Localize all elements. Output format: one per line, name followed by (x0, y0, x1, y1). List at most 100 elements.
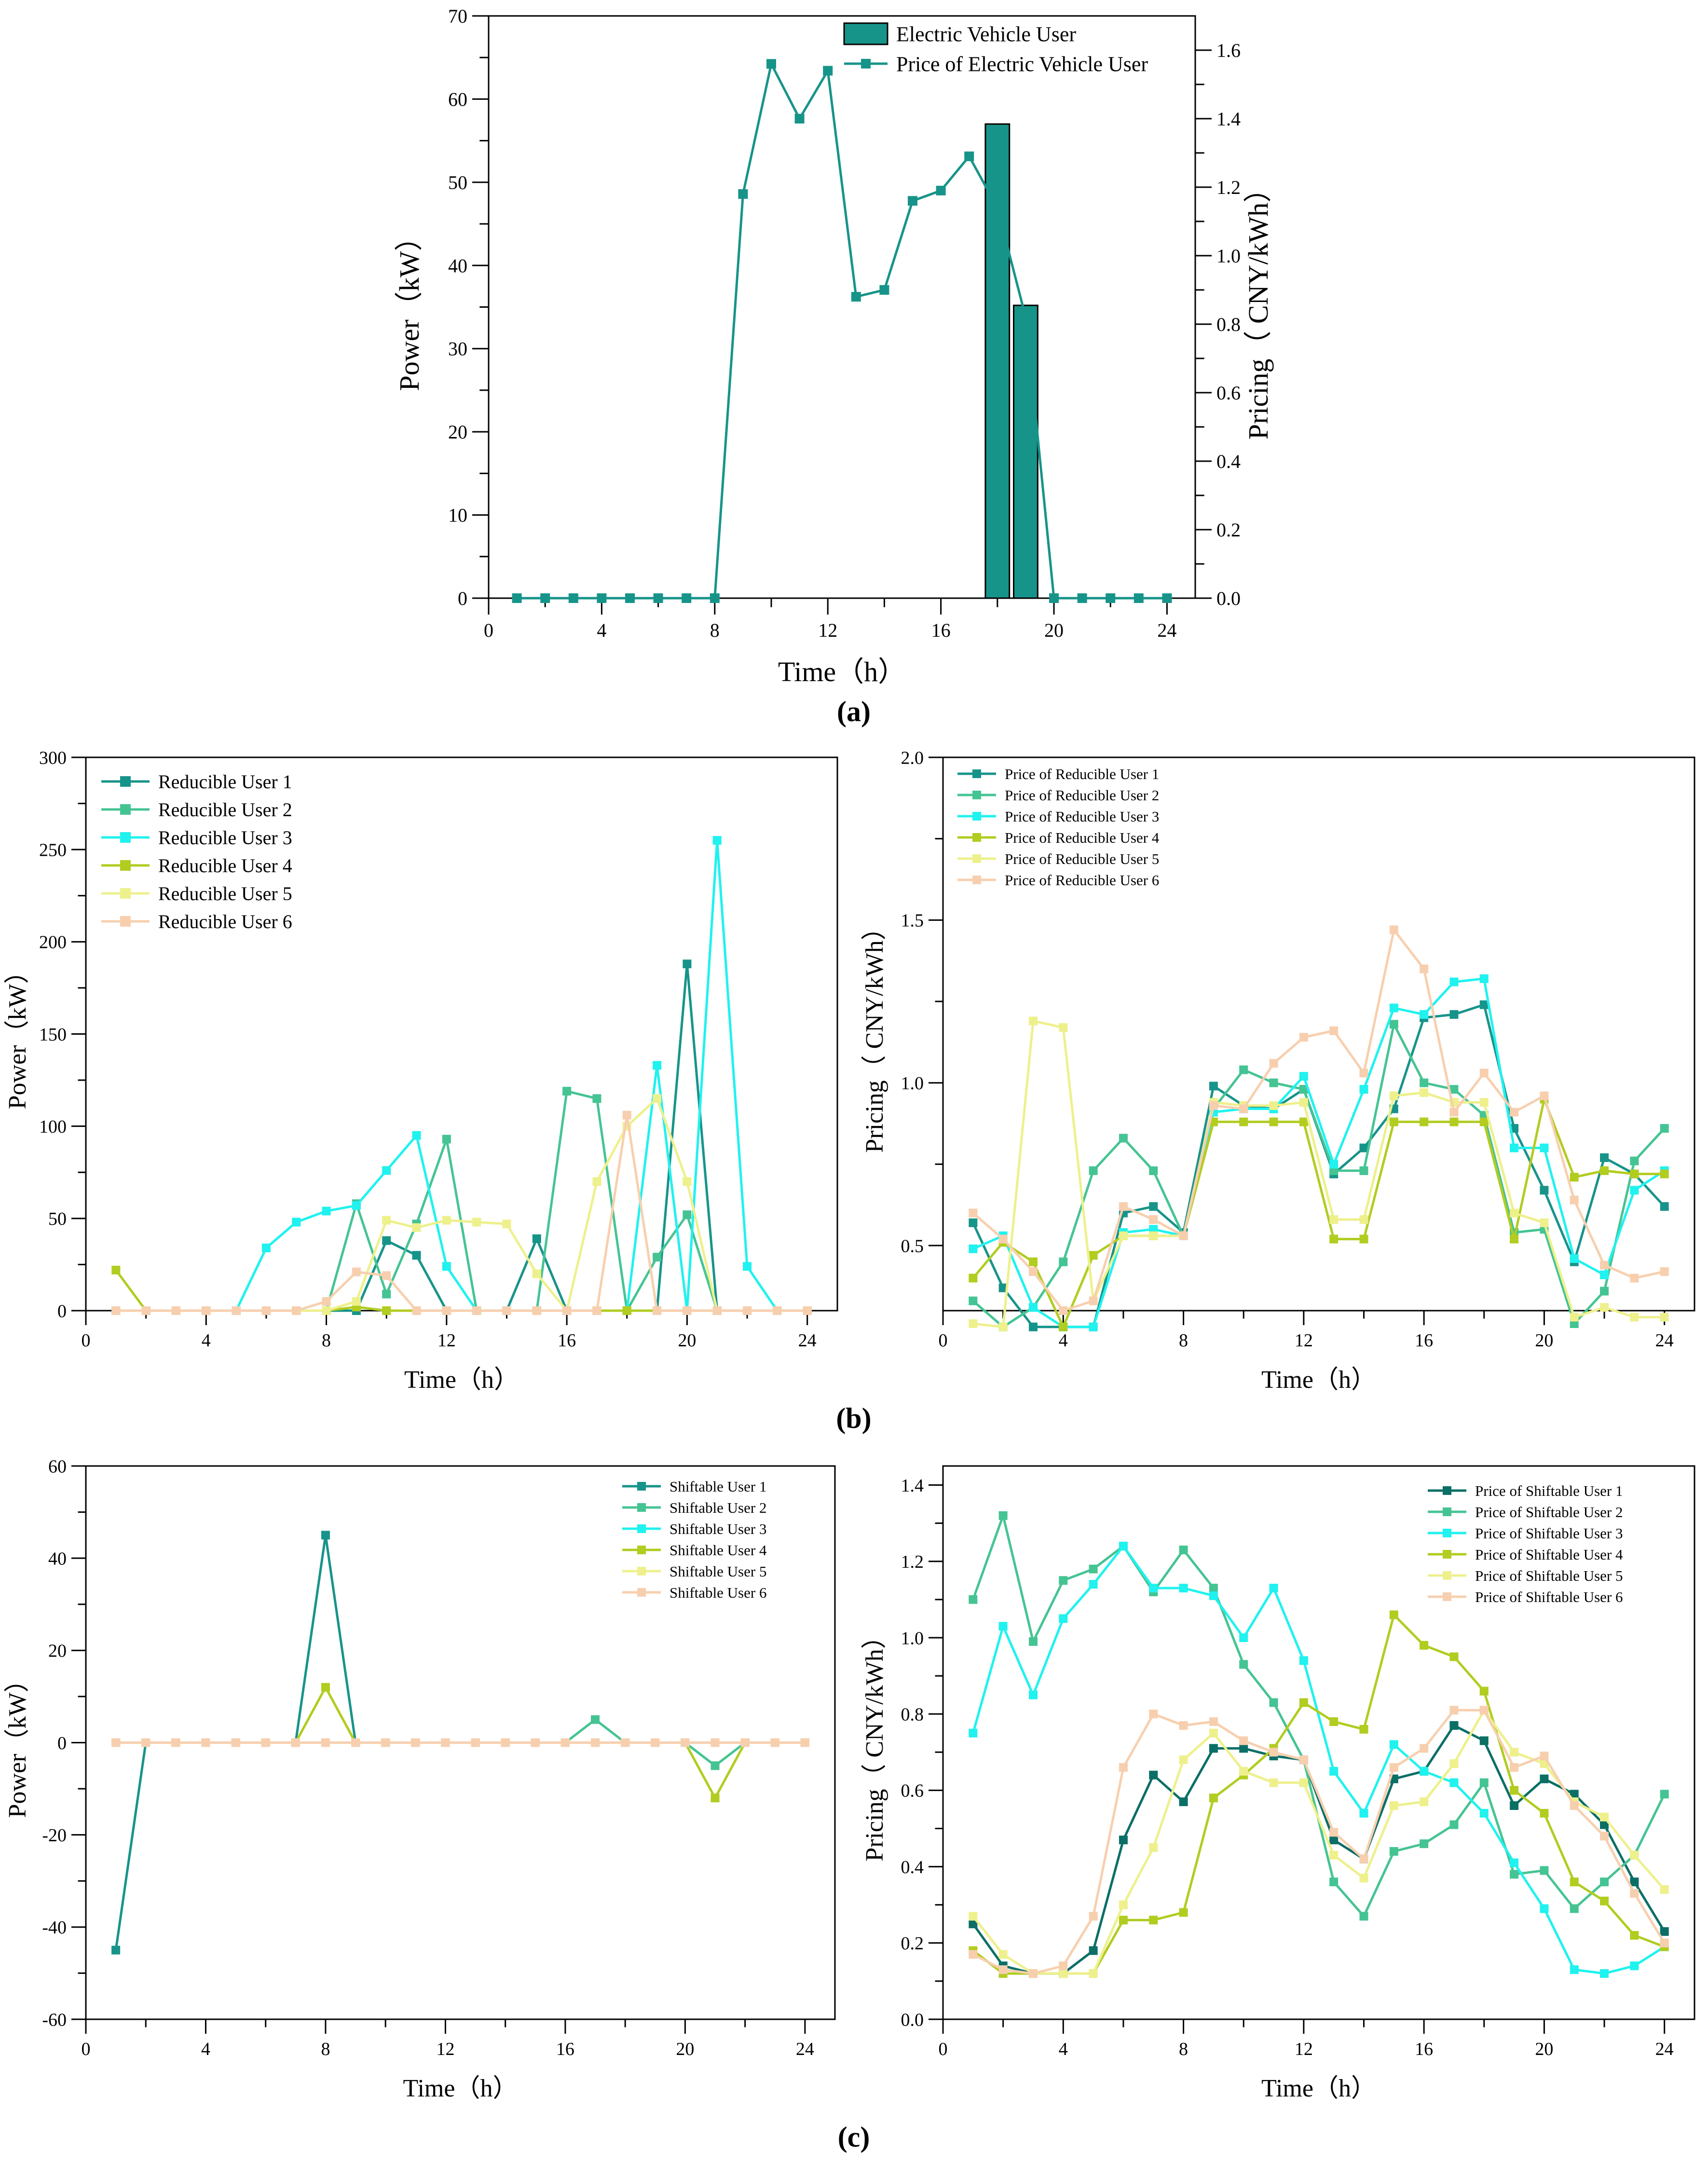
data-point (1449, 1108, 1459, 1117)
data-point (472, 1306, 481, 1315)
y-tick-label: -20 (42, 1825, 67, 1846)
data-point (1299, 1117, 1308, 1126)
data-point (1239, 1744, 1248, 1753)
data-point (1540, 1143, 1549, 1152)
data-point (1630, 1169, 1639, 1178)
bar (1012, 304, 1038, 599)
y-axis-label: Pricing（ CNY/kWh） (861, 1624, 888, 1862)
y-tick-label: 60 (448, 88, 467, 110)
data-point (740, 1738, 750, 1747)
data-point (1179, 1584, 1188, 1593)
x-tick-label: 16 (556, 2039, 574, 2059)
legend-label: Price of Reducible User 1 (1005, 766, 1159, 782)
legend-label: Price of Reducible User 6 (1005, 872, 1159, 889)
data-point (998, 1234, 1008, 1244)
data-point (1119, 1900, 1128, 1909)
data-point (321, 1683, 330, 1692)
data-point (1600, 1287, 1609, 1296)
data-point (1540, 1218, 1549, 1227)
data-point (1449, 1721, 1459, 1730)
data-point (202, 1306, 211, 1315)
data-point (1299, 1698, 1308, 1707)
data-point (622, 1306, 631, 1315)
data-point (592, 1306, 601, 1315)
data-point (1089, 1580, 1098, 1589)
data-point (1028, 1303, 1038, 1312)
data-point (1630, 1961, 1639, 1971)
data-point (442, 1135, 451, 1144)
data-point (1089, 1322, 1098, 1331)
x-tick-label: 12 (1295, 2039, 1313, 2059)
data-point (1269, 1778, 1278, 1787)
data-point (1162, 593, 1172, 603)
data-point (471, 1738, 480, 1747)
data-point (1540, 1866, 1549, 1875)
data-point (1059, 1257, 1068, 1266)
data-point (1028, 1322, 1038, 1331)
data-point (1570, 1877, 1579, 1887)
y2-tick-label: 0.6 (1216, 382, 1241, 404)
legend-marker (120, 888, 131, 899)
chart-a: 0 4 8 12 16 20 24 0 10 20 30 40 50 60 70 0.0 0.2 0.4 0.6 0.… (394, 5, 1274, 687)
data-point (851, 292, 861, 302)
data-point (1059, 1614, 1068, 1623)
x-tick-label: 0 (939, 2039, 948, 2059)
data-point (1570, 1173, 1579, 1182)
data-point (111, 1945, 121, 1955)
data-point (738, 189, 748, 199)
legend-marker (861, 59, 871, 68)
data-point (908, 196, 917, 206)
legend-marker (972, 812, 981, 821)
data-point (1059, 1969, 1068, 1978)
data-point (1479, 1686, 1489, 1696)
y-tick-label: 1.5 (901, 911, 924, 931)
x-tick-label: 16 (1415, 2039, 1433, 2059)
data-point (1479, 1000, 1489, 1009)
data-point (1089, 1166, 1098, 1175)
data-point (1209, 1591, 1218, 1600)
data-point (381, 1738, 390, 1747)
data-point (532, 1306, 541, 1315)
legend-label: Reducible User 6 (158, 911, 292, 932)
series-line (973, 1020, 1665, 1329)
data-point (1389, 1610, 1398, 1619)
legend-marker (120, 776, 131, 787)
y-tick-label: 200 (39, 932, 67, 953)
data-point (1630, 1156, 1639, 1165)
data-point (1239, 1065, 1248, 1074)
data-point (1359, 1725, 1368, 1734)
data-point (1510, 1870, 1519, 1879)
data-point (681, 1738, 690, 1747)
data-point (1389, 1003, 1398, 1013)
data-point (998, 1950, 1008, 1959)
legend-label: Reducible User 1 (158, 771, 292, 793)
data-point (1359, 1143, 1368, 1152)
data-point (201, 1738, 210, 1747)
data-point (1479, 1706, 1489, 1715)
data-point (1540, 1752, 1549, 1761)
data-point (1420, 1117, 1429, 1126)
data-point (442, 1306, 451, 1315)
data-point (1359, 1874, 1368, 1883)
data-point (1449, 1820, 1459, 1829)
data-point (1359, 1234, 1368, 1244)
legend-marker (972, 769, 981, 778)
data-point (1329, 1717, 1339, 1726)
data-point (653, 1061, 662, 1070)
data-point (1420, 964, 1429, 973)
data-point (1209, 1717, 1218, 1726)
data-point (1209, 1728, 1218, 1738)
data-point (1329, 1234, 1339, 1244)
legend-marker (637, 1546, 646, 1554)
x-tick-label: 24 (796, 2039, 814, 2059)
data-point (1600, 1820, 1609, 1829)
data-point (992, 203, 1002, 213)
data-point (1540, 1904, 1549, 1913)
y-tick-label: 20 (48, 1641, 67, 1661)
x-tick-label: 8 (710, 619, 720, 641)
legend-marker (120, 916, 131, 927)
data-point (651, 1738, 660, 1747)
data-point (1329, 1828, 1339, 1837)
data-point (998, 1283, 1008, 1292)
data-point (1028, 1267, 1038, 1276)
